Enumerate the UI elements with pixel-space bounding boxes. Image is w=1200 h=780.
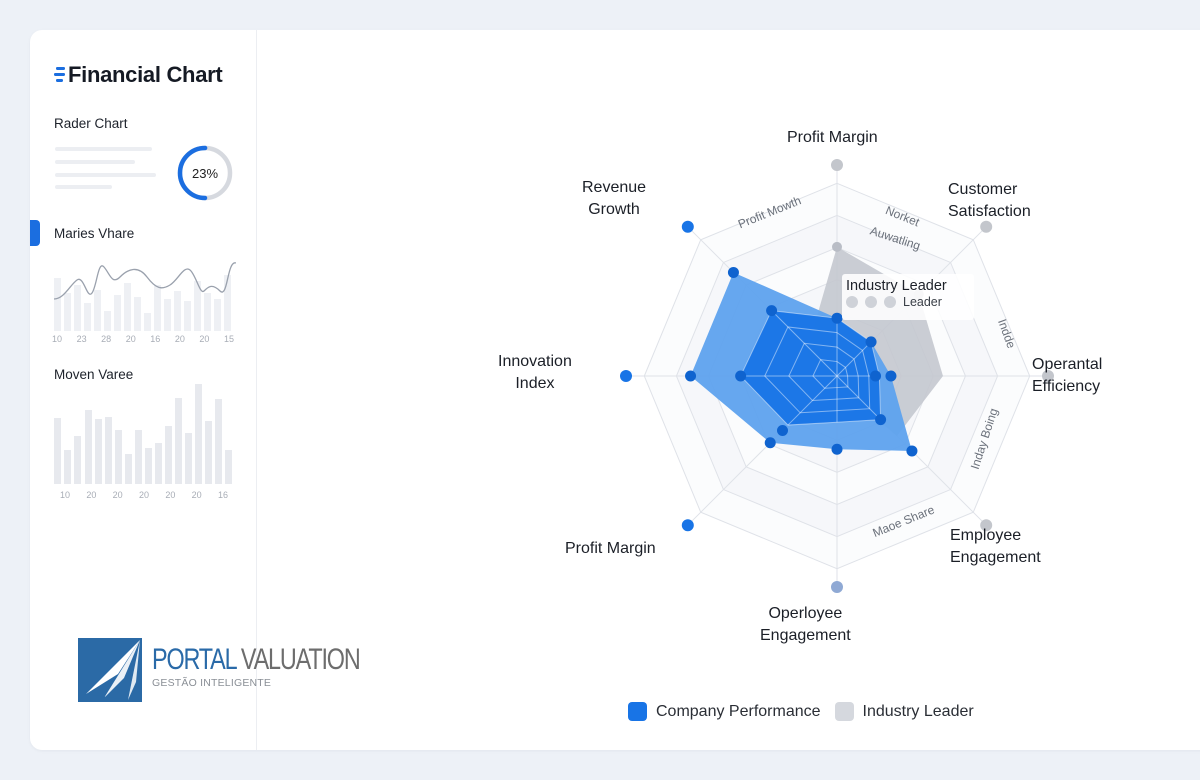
- axis-label-profit-margin-bottom: Profit Margin: [565, 540, 656, 557]
- brand: Financial Chart: [54, 62, 223, 88]
- series-tooltip: Industry Leader Leader: [842, 274, 974, 320]
- portal-valuation-logo: PORTAL VALUATION GESTÃO INTELIGENTE: [78, 638, 418, 702]
- logo-subtitle: GESTÃO INTELIGENTE: [152, 677, 272, 689]
- skeleton-line: [55, 185, 112, 189]
- sidebar-item-moven-varee[interactable]: Moven Varee: [54, 367, 134, 382]
- tooltip-dot: [865, 296, 877, 308]
- skeleton-line: [55, 160, 135, 164]
- stacked-bars-logo-icon: [54, 67, 65, 82]
- sidebar-item-maries-vhare[interactable]: Maries Vhare: [54, 226, 135, 241]
- axis-label-profit-margin-top: Profit Margin: [787, 129, 878, 146]
- tooltip-dot: [846, 296, 858, 308]
- skeleton-line: [55, 147, 152, 151]
- legend-swatch-industry: [834, 702, 854, 721]
- axis-label-operational-efficiency: Operantal Efficiency: [1032, 356, 1103, 395]
- line-bar-mini-chart: [53, 262, 236, 331]
- axis-label-employee-engagement: Employee Engagement: [950, 527, 1041, 566]
- portal-logo-mark-icon: [78, 638, 142, 702]
- sidebar: Financial Chart Rader Chart 23% Maries V…: [30, 30, 361, 750]
- donut-percent: 23%: [191, 165, 219, 181]
- legend-item-company[interactable]: Company Performance: [628, 702, 821, 721]
- skeleton-line: [55, 173, 156, 177]
- axis-label-revenue-growth: Revenue Growth: [582, 179, 647, 218]
- tooltip-title: Industry Leader: [846, 278, 947, 294]
- axis-label-operloyee-engagement: Operloyee Engagement: [760, 605, 851, 644]
- tooltip-dot: [884, 296, 896, 308]
- axis-label-innovation-index: Innovation Index: [498, 353, 572, 392]
- legend-item-industry[interactable]: Industry Leader: [834, 702, 974, 721]
- tooltip-row-label: Leader: [903, 295, 942, 309]
- mini-chart-x-axis: 10 20 20 20 20 20 16: [60, 490, 228, 500]
- chart-area: Profit Mowth Norket Auwatling Indde Inday Bo…: [258, 30, 1200, 750]
- active-indicator: [30, 220, 40, 246]
- logo-title: PORTAL VALUATION: [152, 643, 361, 676]
- bar-mini-chart: [54, 384, 232, 484]
- chart-legend: Company Performance Industry Leader: [628, 702, 988, 721]
- brand-title: Financial Chart: [68, 62, 223, 87]
- axis-label-customer-satisfaction: Customer Satisfaction: [948, 181, 1031, 220]
- main-panel: Financial Chart Rader Chart 23% Maries V…: [30, 30, 1200, 750]
- legend-swatch-company: [628, 702, 647, 721]
- progress-donut: [177, 145, 233, 201]
- mini-chart-x-axis: 10 23 28 20 16 20 20 15: [52, 334, 234, 344]
- sidebar-item-rader-chart[interactable]: Rader Chart: [54, 116, 128, 131]
